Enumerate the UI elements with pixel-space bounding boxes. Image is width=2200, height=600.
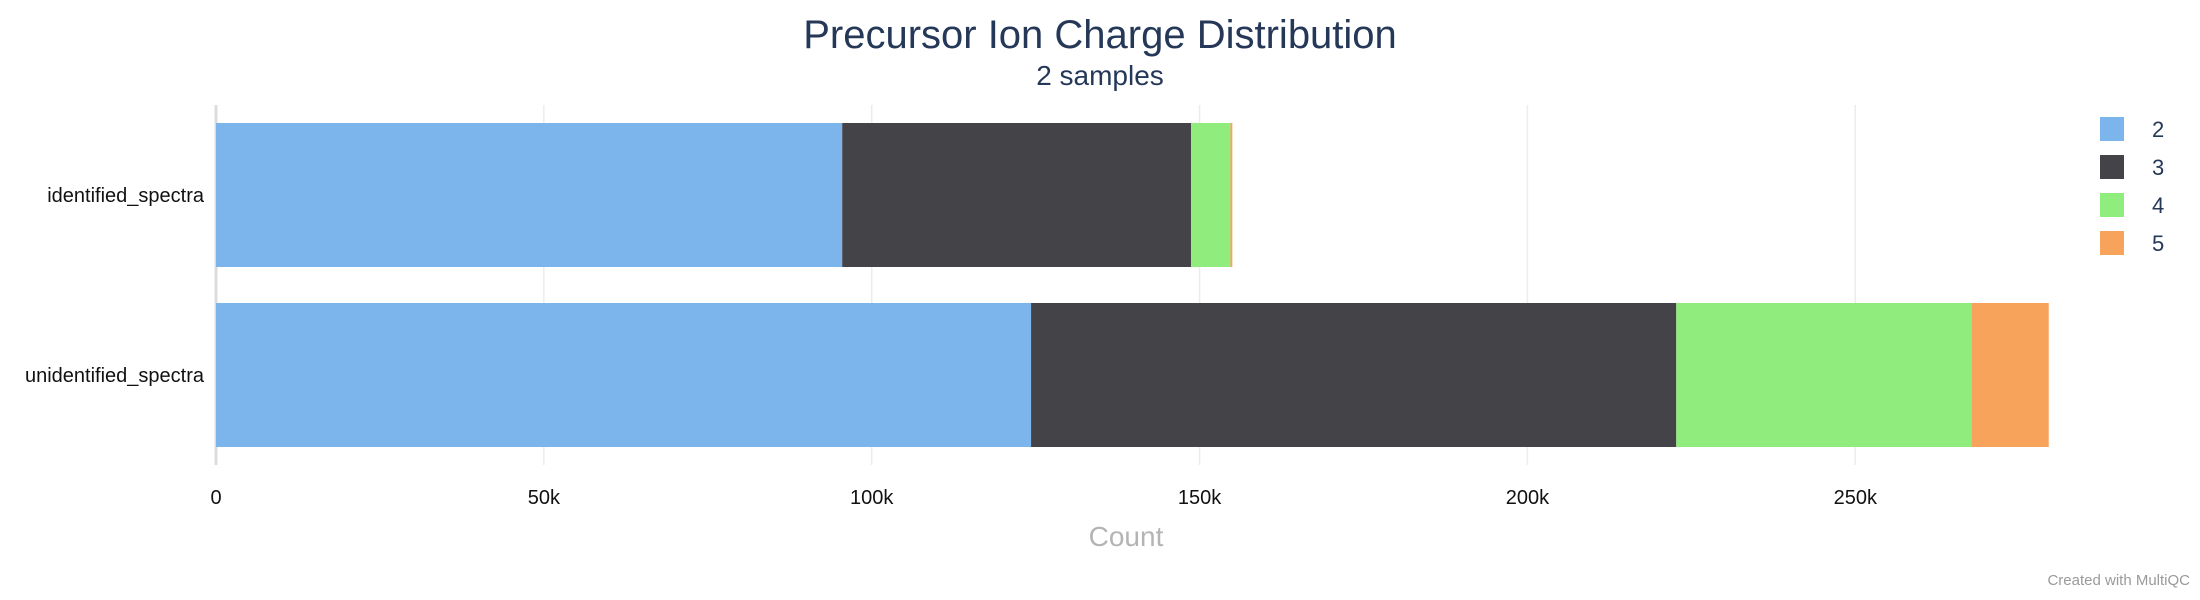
legend-label: 4 — [2152, 193, 2164, 218]
legend-swatch — [2100, 155, 2124, 179]
bar-unidentified_spectra-charge-3 — [1031, 303, 1677, 447]
legend-label: 3 — [2152, 155, 2164, 180]
x-tick-label: 150k — [1178, 487, 1222, 509]
category-labels: identified_spectra unidentified_spectra — [25, 185, 205, 387]
chart-subtitle: 2 samples — [1036, 60, 1164, 91]
bar-identified_spectra-charge-3 — [842, 123, 1192, 267]
legend-swatch — [2100, 117, 2124, 141]
category-label: identified_spectra — [47, 185, 205, 207]
x-tick-label: 50k — [528, 487, 561, 509]
x-tick-label: 100k — [850, 487, 894, 509]
legend: 2 3 4 5 — [2100, 117, 2164, 256]
bar-unidentified_spectra-charge-4 — [1676, 303, 1972, 447]
bar-unidentified_spectra-charge-2 — [216, 303, 1032, 447]
category-label: unidentified_spectra — [25, 365, 205, 387]
x-tick-label: 250k — [1834, 487, 1878, 509]
bars — [216, 123, 2049, 447]
legend-swatch — [2100, 231, 2124, 255]
legend-label: 5 — [2152, 231, 2164, 256]
bar-unidentified_spectra-charge-5 — [1971, 303, 2049, 447]
legend-swatch — [2100, 193, 2124, 217]
bar-identified_spectra-charge-5 — [1230, 123, 1233, 267]
legend-label: 2 — [2152, 117, 2164, 142]
bar-identified_spectra-charge-4 — [1191, 123, 1231, 267]
chart-title: Precursor Ion Charge Distribution — [803, 13, 1397, 57]
credit-text: Created with MultiQC — [2047, 572, 2190, 589]
x-axis-ticks: 0 50k 100k 150k 200k 250k — [210, 487, 1878, 509]
bar-identified_spectra-charge-2 — [216, 123, 843, 267]
x-axis-title: Count — [1089, 521, 1164, 552]
x-tick-label: 0 — [210, 487, 221, 509]
x-tick-label: 200k — [1506, 487, 1550, 509]
